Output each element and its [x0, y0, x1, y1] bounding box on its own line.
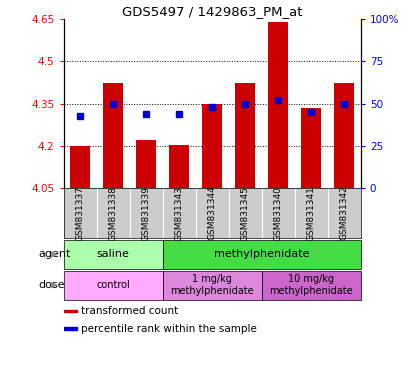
Text: GSM831341: GSM831341 [306, 186, 315, 240]
Text: GSM831342: GSM831342 [339, 186, 348, 240]
Bar [63, 271, 162, 300]
Text: transformed count: transformed count [81, 306, 178, 316]
Bar [301, 108, 320, 188]
Bar [63, 328, 77, 330]
Text: saline: saline [97, 249, 129, 260]
Bar [162, 271, 261, 300]
Text: methylphenidate: methylphenidate [213, 249, 309, 260]
Text: GSM831343: GSM831343 [174, 186, 183, 240]
Bar [70, 146, 90, 188]
Bar [136, 140, 156, 188]
Text: GSM831345: GSM831345 [240, 186, 249, 240]
Bar [267, 22, 288, 188]
Bar [261, 271, 360, 300]
Bar [63, 310, 77, 313]
Bar [63, 240, 162, 269]
Text: 1 mg/kg
methylphenidate: 1 mg/kg methylphenidate [170, 274, 253, 296]
Bar [169, 144, 189, 188]
Bar [103, 83, 123, 188]
Text: GSM831344: GSM831344 [207, 186, 216, 240]
Text: GSM831339: GSM831339 [141, 185, 150, 241]
Text: dose: dose [38, 280, 65, 290]
Text: GSM831338: GSM831338 [108, 185, 117, 241]
Bar [162, 240, 360, 269]
Text: percentile rank within the sample: percentile rank within the sample [81, 324, 256, 334]
Bar [334, 83, 353, 188]
Title: GDS5497 / 1429863_PM_at: GDS5497 / 1429863_PM_at [121, 5, 302, 18]
Bar [235, 83, 254, 188]
Text: 10 mg/kg
methylphenidate: 10 mg/kg methylphenidate [269, 274, 352, 296]
Text: agent: agent [38, 249, 70, 260]
Bar [202, 104, 222, 188]
Text: GSM831340: GSM831340 [273, 186, 282, 240]
Text: control: control [96, 280, 130, 290]
Text: GSM831337: GSM831337 [75, 185, 84, 241]
